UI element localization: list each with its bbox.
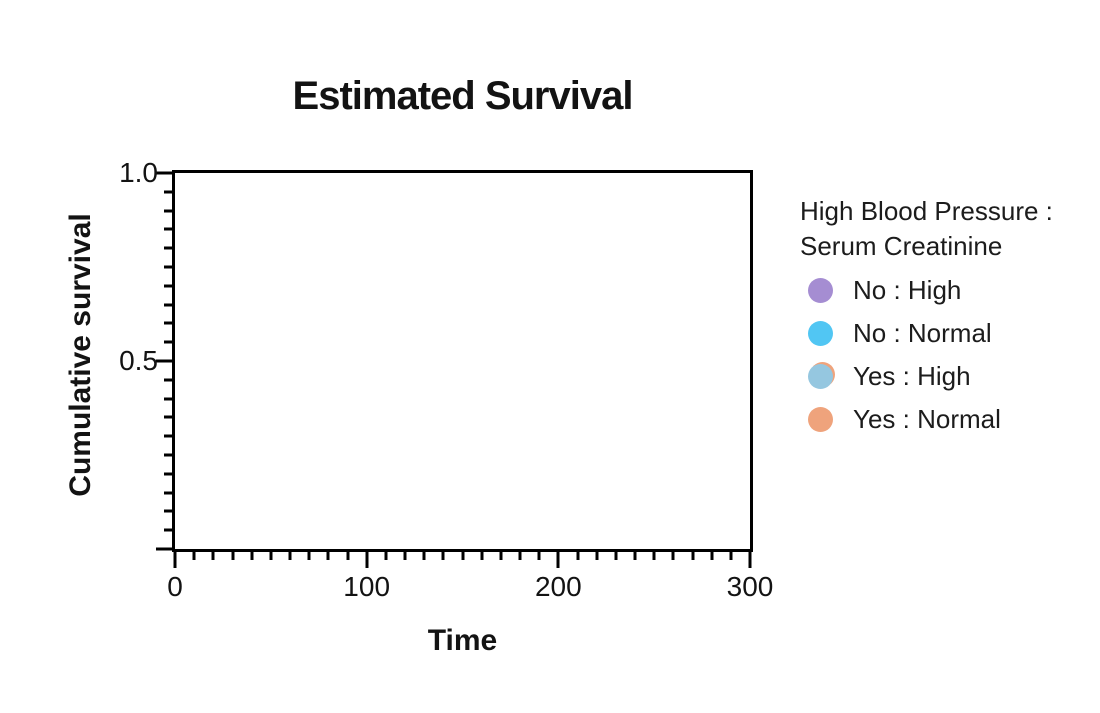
- x-tick-label: 100: [343, 571, 391, 602]
- y-tick: [164, 340, 172, 344]
- y-tick: [164, 453, 172, 457]
- y-tick: [164, 491, 172, 495]
- x-tick: [614, 552, 618, 560]
- y-tick: [164, 415, 172, 419]
- legend-marker-icon: [808, 406, 833, 432]
- x-tick: [173, 552, 177, 568]
- x-tick: [384, 552, 388, 560]
- legend-item: Yes : Normal: [800, 406, 1080, 432]
- x-tick: [576, 552, 579, 560]
- y-tick: [164, 246, 172, 250]
- x-tick: [499, 552, 503, 560]
- x-tick-label: 300: [726, 571, 774, 602]
- x-tick: [691, 552, 694, 560]
- y-tick: [164, 265, 172, 269]
- x-tick: [288, 552, 292, 560]
- x-tick: [365, 552, 369, 568]
- y-tick: [164, 227, 172, 231]
- y-tick-label: 1.0: [119, 157, 158, 188]
- x-tick: [231, 552, 234, 560]
- y-tick: [164, 303, 172, 307]
- legend-item-label: No : High: [853, 275, 962, 305]
- legend-item-label: Yes : High: [853, 361, 971, 391]
- y-tick: [164, 284, 172, 288]
- x-tick: [537, 552, 541, 560]
- legend-marker-icon: [808, 363, 833, 389]
- x-tick: [480, 552, 484, 560]
- legend-item: Yes : High: [800, 363, 1080, 389]
- x-tick: [461, 552, 464, 560]
- y-tick: [164, 509, 172, 513]
- x-tick: [652, 552, 656, 560]
- y-tick: [164, 434, 172, 438]
- x-tick: [729, 552, 733, 560]
- x-tick-label: 200: [534, 571, 582, 602]
- x-tick: [211, 552, 215, 560]
- y-axis-label: Cumulative survival: [64, 213, 97, 497]
- y-tick: [156, 547, 172, 551]
- x-tick: [441, 552, 445, 560]
- x-tick: [710, 552, 714, 560]
- legend-title-line1: High Blood Pressure :: [800, 196, 1053, 226]
- x-tick: [250, 552, 254, 560]
- x-tick: [556, 552, 560, 568]
- legend-item: No : Normal: [800, 320, 1080, 346]
- x-tick: [269, 552, 273, 560]
- x-tick: [671, 552, 675, 560]
- legend-items: No : High No : Normal Yes : High Yes : Norm…: [800, 277, 1080, 432]
- x-tick: [518, 552, 522, 560]
- y-tick: [164, 190, 172, 194]
- x-tick: [422, 552, 426, 560]
- y-tick: [164, 397, 172, 401]
- legend-item: No : High: [800, 277, 1080, 303]
- x-tick: [326, 552, 330, 560]
- y-tick: [164, 378, 172, 382]
- legend-item-label: No : Normal: [853, 318, 992, 348]
- legend: High Blood Pressure : Serum Creatinine N…: [800, 194, 1080, 449]
- x-tick-label: 0: [167, 571, 183, 602]
- x-axis-label: Time: [427, 624, 498, 657]
- x-tick: [633, 552, 637, 560]
- legend-title: High Blood Pressure : Serum Creatinine: [800, 194, 1080, 264]
- y-tick: [164, 472, 172, 476]
- x-tick: [192, 552, 196, 560]
- y-tick-label: 0.5: [119, 345, 158, 376]
- x-tick: [595, 552, 599, 560]
- legend-marker-icon: [808, 277, 833, 303]
- y-tick: [164, 528, 172, 532]
- y-tick: [156, 359, 172, 363]
- y-tick: [164, 209, 172, 213]
- legend-title-line2: Serum Creatinine: [800, 231, 1003, 261]
- legend-marker-icon: [808, 320, 833, 346]
- y-tick: [156, 171, 172, 175]
- x-tick: [346, 552, 349, 560]
- x-tick: [403, 552, 407, 560]
- x-tick: [748, 552, 752, 568]
- chart-title: Estimated Survival: [292, 74, 634, 118]
- plot-area: 0 100 200 300 1.0 0.5: [119, 159, 773, 601]
- legend-item-label: Yes : Normal: [853, 404, 1001, 434]
- y-tick: [164, 321, 172, 325]
- x-tick: [307, 552, 311, 560]
